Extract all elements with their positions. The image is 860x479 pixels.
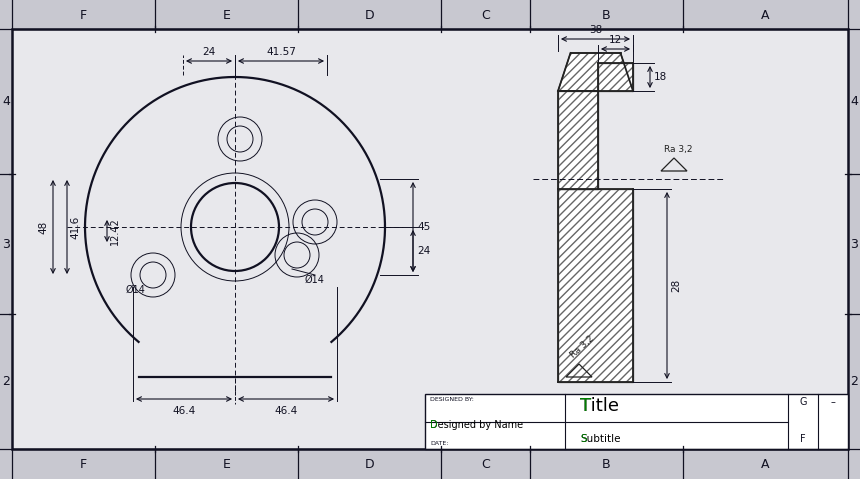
Text: S: S [580,434,587,444]
Text: 12: 12 [609,35,622,45]
Text: DATE:: DATE: [430,441,448,446]
Text: F: F [80,9,87,22]
Text: F: F [800,434,806,444]
Bar [558,189,633,382]
Text: Ra 3,2: Ra 3,2 [568,334,596,360]
Text: B: B [602,457,611,470]
Text: E: E [223,457,230,470]
Text: Designed by Name: Designed by Name [430,421,523,431]
Bar [558,91,598,189]
Text: D: D [365,9,374,22]
Text: Ra 3,2: Ra 3,2 [664,145,692,154]
Text: A: A [761,457,770,470]
Bar [558,189,633,382]
Text: T: T [580,397,591,415]
Text: D: D [430,421,438,431]
Text: C: C [481,457,490,470]
Bar [12,29,848,449]
Text: Subtitle: Subtitle [580,434,621,444]
Text: 2: 2 [2,375,10,388]
Bar [598,63,633,91]
Text: 24: 24 [417,246,430,256]
Text: 18: 18 [654,72,667,82]
Text: 28: 28 [671,279,681,292]
Text: Ø14: Ø14 [305,275,325,285]
Text: 45: 45 [417,222,430,232]
Text: F: F [80,457,87,470]
Bar [598,63,633,91]
Text: 2: 2 [850,375,858,388]
Bar [425,394,848,449]
Text: 12.42: 12.42 [110,217,120,245]
Text: 4: 4 [2,95,10,108]
Text: G: G [799,397,807,407]
Text: 48: 48 [38,220,48,234]
Text: D: D [365,457,374,470]
Text: A: A [761,9,770,22]
Text: B: B [602,9,611,22]
Text: Title: Title [580,397,619,415]
Text: 41.6: 41.6 [70,216,80,239]
Text: DESIGNED BY:: DESIGNED BY: [430,397,474,402]
Text: 3: 3 [2,238,10,251]
Text: C: C [481,9,490,22]
Text: 46.4: 46.4 [274,406,298,416]
Text: 46.4: 46.4 [172,406,195,416]
Text: 4: 4 [850,95,858,108]
Text: –: – [831,397,835,407]
Text: Ø14: Ø14 [125,285,145,295]
Polygon shape [558,53,633,91]
Text: 3: 3 [850,238,858,251]
Bar [558,91,598,189]
Text: 38: 38 [589,25,602,35]
Text: E: E [223,9,230,22]
Text: 41.57: 41.57 [266,47,296,57]
Text: 24: 24 [202,47,216,57]
